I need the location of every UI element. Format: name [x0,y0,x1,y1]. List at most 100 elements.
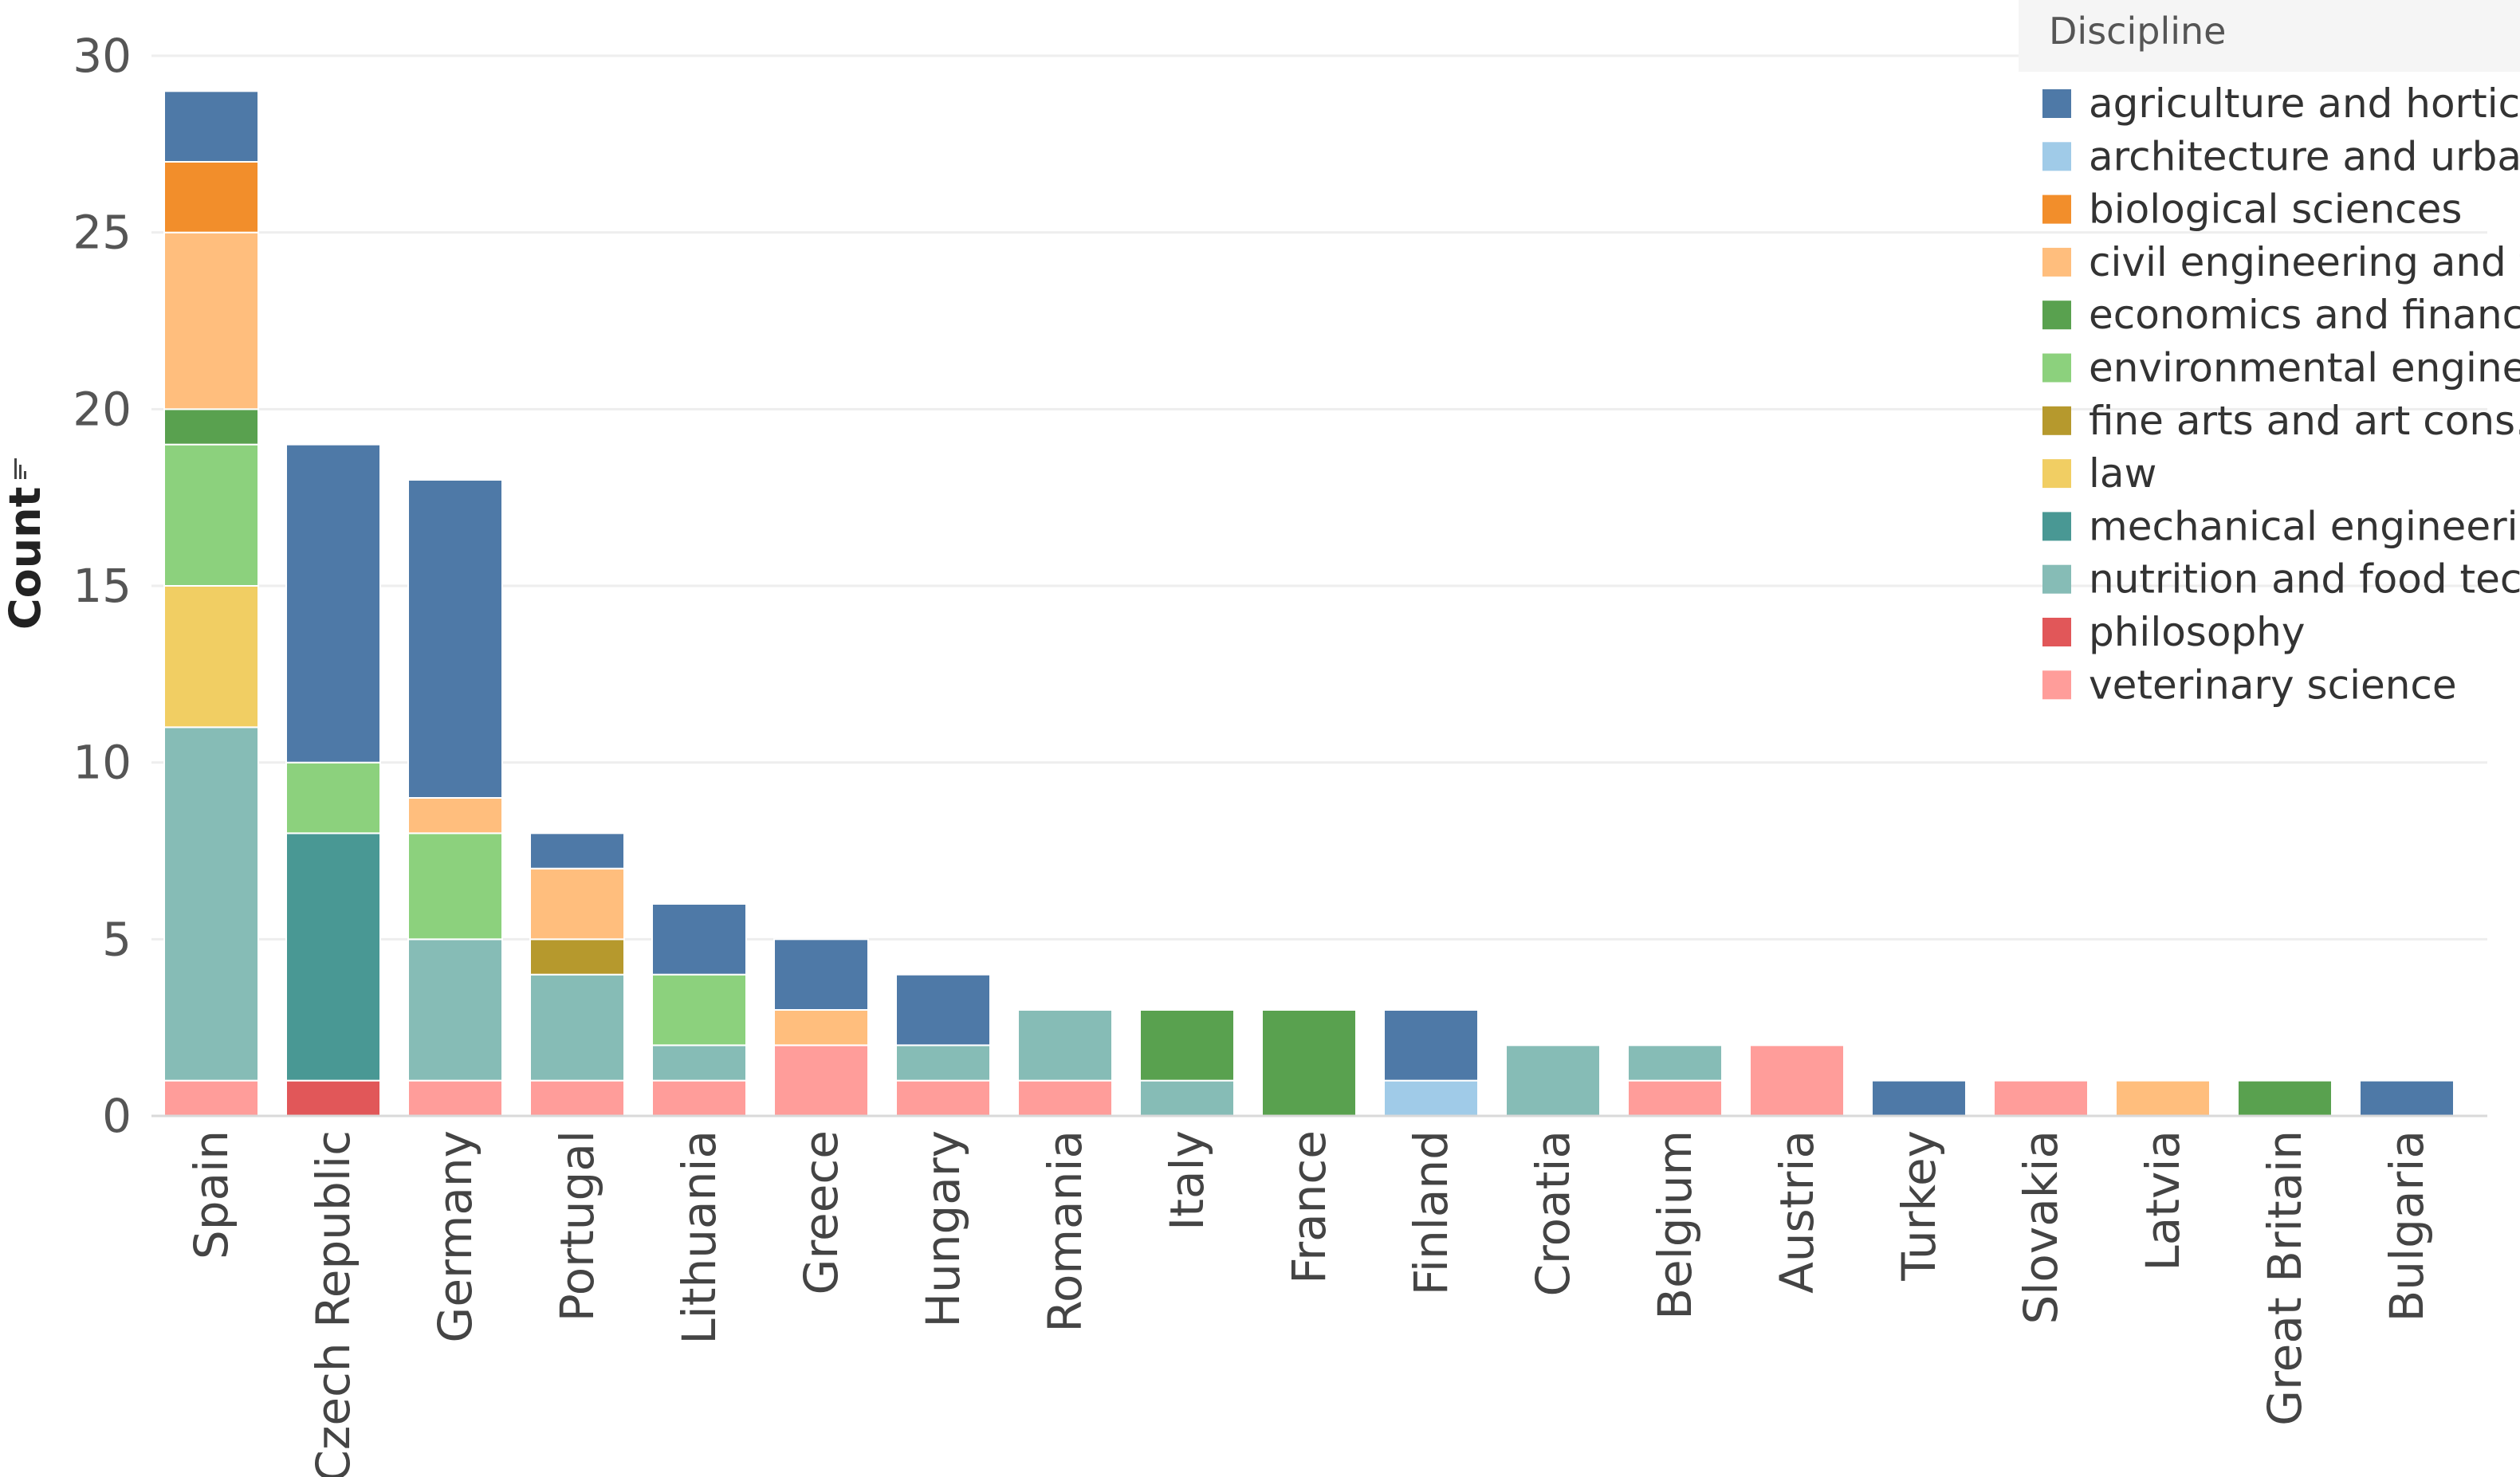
bar-segment[interactable] [407,832,503,941]
legend-label[interactable]: civil engineering and t.. [2089,239,2520,285]
bar-segment[interactable] [163,90,259,163]
bar-segment[interactable] [1627,1044,1723,1082]
legend-swatch[interactable] [2042,564,2071,594]
legend-swatch[interactable] [2042,353,2071,383]
bar-segment[interactable] [651,973,747,1047]
legend-label[interactable]: agriculture and hortic.. [2089,81,2520,127]
bar-segment[interactable] [895,1044,991,1082]
bar-segment[interactable] [529,938,625,976]
bar-segment[interactable] [529,867,625,941]
y-tick-label: 15 [73,559,132,613]
legend-label[interactable]: fine arts and art cons.. [2089,398,2520,444]
sort-icon-bar [19,465,22,479]
sort-icon[interactable] [14,458,26,479]
bar-segment[interactable] [1627,1079,1723,1117]
x-tick-label: Slovakia [2014,1130,2068,1325]
x-axis-labels: Spain Czech Republic Germany Portugal Lithua… [184,1130,2434,1477]
legend-swatch[interactable] [2042,670,2071,700]
bar-segment[interactable] [407,938,503,1082]
bar-segment[interactable] [2115,1079,2211,1117]
bar-segment[interactable] [407,479,503,799]
legend-title: Discipline [2049,10,2226,53]
bar-segment[interactable] [1139,1079,1235,1117]
sort-icon-bar [24,471,26,479]
x-tick-label: Greece [794,1130,848,1294]
bar-segment[interactable] [1017,1079,1113,1117]
bar-segment[interactable] [773,1009,869,1047]
bar-segment[interactable] [1261,1009,1357,1117]
legend-items: agriculture and hortic.. architecture and… [2042,81,2520,708]
x-tick-label: France [1282,1130,1336,1284]
bar-segment[interactable] [1017,1009,1113,1082]
bar-segment[interactable] [163,231,259,410]
legend-swatch[interactable] [2042,618,2071,646]
bar-segment[interactable] [2237,1079,2333,1117]
x-tick-label: Hungary [916,1130,970,1328]
legend-swatch[interactable] [2042,459,2071,489]
legend-label[interactable]: law [2089,450,2156,497]
bar-segment[interactable] [163,408,259,446]
bar-segment[interactable] [1993,1079,2089,1117]
bar-segment[interactable] [163,1079,259,1117]
bar-segment[interactable] [651,1079,747,1117]
bar-segment[interactable] [163,443,259,587]
bar-segment[interactable] [2359,1079,2455,1117]
y-tick-label: 0 [102,1089,132,1143]
legend-label[interactable]: veterinary science [2089,662,2457,708]
legend-label[interactable]: mechanical engineeri.. [2089,503,2520,549]
x-tick-label: Germany [428,1130,482,1343]
bar-segment[interactable] [1383,1009,1479,1082]
legend-swatch[interactable] [2042,512,2071,541]
bar-segment[interactable] [285,443,381,764]
bar-segment[interactable] [773,1044,869,1118]
legend-swatch[interactable] [2042,142,2071,171]
bar-segment[interactable] [163,726,259,1082]
y-tick-label: 25 [73,206,132,260]
bar-segment[interactable] [163,161,259,234]
bar-segment[interactable] [1139,1009,1235,1082]
legend-label[interactable]: environmental engine.. [2089,345,2520,391]
y-tick-label: 5 [102,912,132,966]
bar-segment[interactable] [285,1079,381,1117]
legend-panel [2019,0,2520,72]
bar-segment[interactable] [1871,1079,1967,1117]
legend-swatch[interactable] [2042,301,2071,330]
bar-segment[interactable] [651,1044,747,1082]
bar-segment[interactable] [895,973,991,1047]
bar-segment[interactable] [651,903,747,976]
bar-segment[interactable] [529,973,625,1082]
x-tick-label: Turkey [1892,1130,1946,1282]
legend-label[interactable]: philosophy [2089,609,2305,655]
bar-segment[interactable] [1383,1079,1479,1117]
legend-swatch[interactable] [2042,247,2071,277]
legend-label[interactable]: economics and finance [2089,292,2520,338]
bar-segment[interactable] [285,832,381,1082]
bar-segment[interactable] [163,585,259,729]
legend-label[interactable]: biological sciences [2089,187,2462,233]
x-tick-label: Portugal [550,1130,604,1322]
bar-segment[interactable] [529,1079,625,1117]
bar-segment[interactable] [1505,1044,1601,1118]
x-tick-label: Great Britain [2258,1130,2312,1426]
bar-segment[interactable] [407,1079,503,1117]
x-tick-label: Latvia [2136,1130,2190,1271]
x-tick-label: Bulgaria [2380,1130,2434,1322]
y-axis-title: Count [0,487,50,630]
bar-segment[interactable] [1749,1044,1845,1118]
bar-segment[interactable] [529,832,625,870]
legend-swatch[interactable] [2042,89,2071,118]
x-tick-label: Czech Republic [306,1130,360,1477]
x-tick-label: Croatia [1526,1130,1580,1297]
gridlines [151,54,2487,941]
bar-segment[interactable] [285,761,381,835]
bar-segment[interactable] [773,938,869,1012]
bar-segment[interactable] [895,1079,991,1117]
x-tick-label: Lithuania [672,1130,726,1345]
legend-swatch[interactable] [2042,194,2071,224]
bar-segment[interactable] [407,797,503,835]
x-tick-label: Austria [1770,1130,1824,1294]
legend-label[interactable]: nutrition and food tec.. [2089,556,2520,603]
legend-label[interactable]: architecture and urba.. [2089,133,2520,179]
y-tick-label: 10 [73,736,132,790]
legend-swatch[interactable] [2042,406,2071,435]
